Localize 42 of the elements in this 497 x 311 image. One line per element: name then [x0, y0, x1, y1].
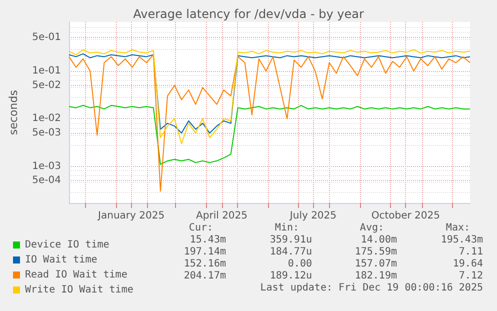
text: 175.59m — [354, 246, 397, 258]
y-tick-label: 5e-01 — [32, 32, 61, 44]
text: 14.00m — [360, 234, 397, 246]
legend-label: Read IO Wait time — [25, 270, 128, 280]
line-series — [68, 54, 470, 192]
text: 189.12u — [270, 270, 312, 282]
text: 152.16m — [184, 258, 226, 270]
line-series — [68, 104, 470, 165]
text: 7.12 — [458, 270, 483, 282]
line-series — [68, 53, 470, 134]
y-tick-label: 5e-03 — [32, 128, 61, 139]
x-tick-label: April 2025 — [196, 210, 248, 222]
line-series — [68, 49, 470, 144]
text: 184.77u — [270, 246, 312, 258]
text: Avg: — [360, 222, 384, 234]
text: 182.19m — [354, 270, 397, 282]
text: Last update: Fri Dec 19 00:00:16 2025 — [260, 282, 483, 294]
y-tick-label: 5e-02 — [32, 80, 61, 91]
text: 195.43m — [440, 234, 483, 246]
y-tick-label: 1e-03 — [32, 160, 61, 172]
text: 7.11 — [458, 246, 483, 258]
text: Min: — [274, 222, 300, 234]
y-tick-label: 1e-02 — [32, 113, 61, 124]
x-tick-label: January 2025 — [97, 210, 165, 222]
text: 19.64 — [452, 258, 483, 270]
x-tick-label: July 2025 — [288, 210, 337, 222]
y-axis-title: seconds — [7, 90, 20, 135]
text: 15.43m — [190, 234, 226, 246]
y-tick-label: 1e-01 — [32, 66, 61, 77]
text: 157.07m — [354, 258, 397, 270]
legend-label: Device IO time — [25, 240, 110, 250]
legend-label: IO Wait time — [25, 254, 98, 266]
legend-label: Write IO Wait time — [25, 284, 134, 296]
text: Max: — [446, 222, 470, 234]
chart-title: Average latency for /dev/vda - by year — [133, 7, 364, 21]
text: 204.17m — [184, 270, 226, 282]
x-tick-label: October 2025 — [371, 210, 440, 222]
y-tick-label: 5e-04 — [32, 175, 61, 186]
text: 359.91u — [270, 234, 312, 246]
text: 0.00 — [288, 258, 312, 270]
text: 197.14m — [184, 246, 226, 258]
text: Cur: — [188, 222, 214, 234]
